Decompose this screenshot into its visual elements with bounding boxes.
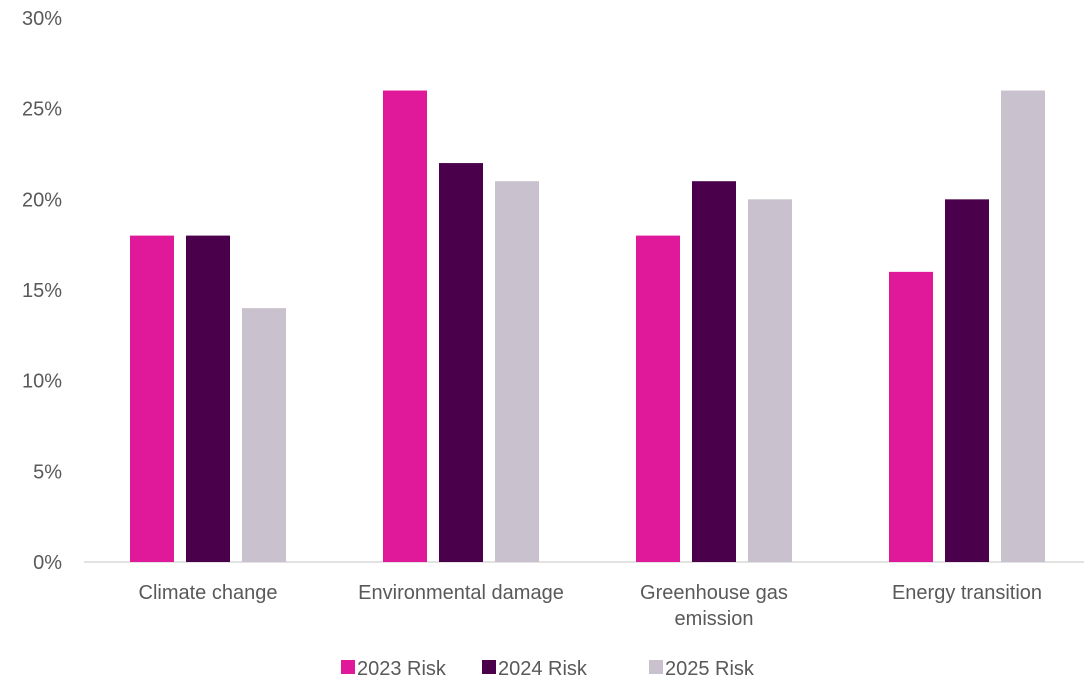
legend-label: 2023 Risk (357, 658, 447, 680)
legend-item: 2025 Risk (649, 658, 755, 680)
y-tick-label: 30% (22, 8, 62, 30)
y-tick-label: 25% (22, 99, 62, 121)
bar (130, 235, 174, 562)
bar (636, 235, 680, 562)
legend-swatch (341, 660, 355, 674)
bar (383, 90, 427, 563)
bar (748, 199, 792, 563)
y-tick-label: 20% (22, 189, 62, 211)
bar (439, 163, 483, 563)
x-tick-label: Environmental damage (358, 582, 564, 604)
bar (495, 181, 539, 562)
bar (1001, 90, 1045, 563)
bar (692, 181, 736, 562)
bars (130, 90, 1045, 563)
legend-item: 2024 Risk (482, 658, 588, 680)
bar (945, 199, 989, 563)
y-tick-label: 0% (33, 552, 62, 574)
bar (242, 308, 286, 562)
legend-label: 2024 Risk (498, 658, 588, 680)
x-tick-label: Energy transition (892, 582, 1042, 604)
bar (889, 271, 933, 562)
x-axis-tick-labels: Climate change Environmental damage Greenh… (139, 582, 1043, 630)
legend: 2023 Risk 2024 Risk 2025 Risk (341, 658, 755, 680)
bar (186, 235, 230, 562)
y-axis-tick-labels: 0% 5% 10% 15% 20% 25% 30% (22, 8, 62, 574)
x-tick-label: Climate change (139, 582, 278, 604)
y-tick-label: 10% (22, 371, 62, 393)
y-tick-label: 5% (33, 461, 62, 483)
legend-swatch (649, 660, 663, 674)
legend-label: 2025 Risk (665, 658, 755, 680)
legend-swatch (482, 660, 496, 674)
legend-item: 2023 Risk (341, 658, 447, 680)
y-tick-label: 15% (22, 280, 62, 302)
x-tick-label: Greenhouse gas emission (640, 582, 788, 630)
